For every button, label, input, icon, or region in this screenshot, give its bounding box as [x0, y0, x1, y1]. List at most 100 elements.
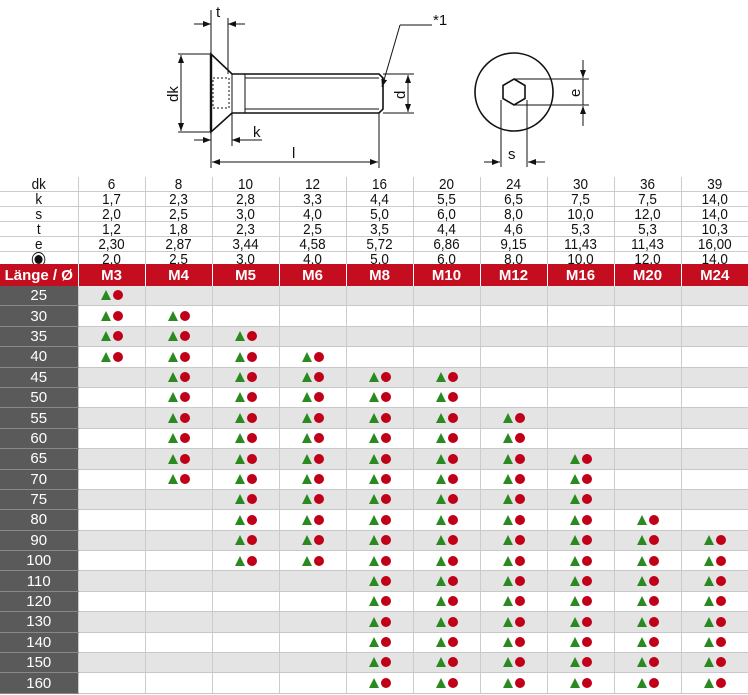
- availability-cell: [211, 286, 279, 307]
- dimension-value: 5,5: [415, 191, 477, 207]
- availability-cell: [77, 550, 145, 572]
- circle-icon: [246, 535, 257, 546]
- dimension-value: 14,0: [683, 206, 745, 222]
- triangle-icon: [368, 677, 379, 688]
- length-row: 55: [0, 407, 748, 429]
- triangle-icon: [167, 310, 178, 321]
- triangle-icon: [435, 596, 446, 607]
- dimension-value: 11,43: [549, 236, 611, 252]
- circle-icon: [514, 555, 525, 566]
- availability-cell: [278, 489, 346, 511]
- circle-icon: [380, 494, 391, 505]
- circle-icon: [447, 514, 458, 525]
- triangle-icon: [234, 535, 245, 546]
- circle-icon: [514, 412, 525, 423]
- availability-cell: [613, 530, 681, 552]
- circle-icon: [447, 473, 458, 484]
- size-header: M12: [479, 264, 547, 286]
- circle-icon: [246, 392, 257, 403]
- length-cell: 140: [0, 632, 78, 654]
- length-row: 65: [0, 448, 748, 470]
- size-header: M6: [278, 264, 346, 286]
- availability-cell: [345, 286, 413, 307]
- length-cell: 65: [0, 448, 78, 470]
- availability-cell: [546, 509, 614, 531]
- availability-cell: [77, 611, 145, 633]
- availability-cell: [613, 550, 681, 572]
- circle-icon: [313, 433, 324, 444]
- triangle-icon: [234, 351, 245, 362]
- availability-cell: [278, 611, 346, 633]
- availability-cell: [278, 448, 346, 470]
- availability-cell: [613, 672, 681, 694]
- triangle-icon: [569, 535, 580, 546]
- triangle-icon: [435, 473, 446, 484]
- size-header: M20: [613, 264, 681, 286]
- triangle-icon: [502, 555, 513, 566]
- triangle-icon: [569, 555, 580, 566]
- dimension-value: 7,5: [549, 191, 611, 207]
- circle-icon: [581, 494, 592, 505]
- circle-icon: [112, 290, 123, 301]
- triangle-icon: [703, 637, 714, 648]
- dimension-value: 1,2: [80, 221, 142, 237]
- triangle-icon: [703, 555, 714, 566]
- availability-cell: [613, 346, 681, 368]
- availability-cell: [211, 346, 279, 368]
- availability-cell: [144, 570, 212, 592]
- circle-icon: [581, 555, 592, 566]
- circle-icon: [514, 575, 525, 586]
- circle-icon: [246, 351, 257, 362]
- dimension-value: 4,58: [281, 236, 343, 252]
- dimension-value: 7,5: [616, 191, 678, 207]
- dimension-value: 6,86: [415, 236, 477, 252]
- length-row: 50: [0, 387, 748, 409]
- circle-icon: [380, 453, 391, 464]
- circle-icon: [648, 514, 659, 525]
- availability-cell: [613, 632, 681, 654]
- triangle-icon: [167, 392, 178, 403]
- circle-icon: [246, 473, 257, 484]
- size-header: M24: [680, 264, 748, 286]
- availability-cell: [613, 570, 681, 592]
- availability-cell: [479, 570, 547, 592]
- dimension-value: 16,00: [683, 236, 745, 252]
- circle-icon: [514, 616, 525, 627]
- dimension-value: 30: [549, 177, 611, 192]
- dimension-value: 24: [482, 177, 544, 192]
- dimension-value: 5,3: [616, 221, 678, 237]
- availability-cell: [144, 286, 212, 307]
- availability-cell: [345, 387, 413, 409]
- dimension-value: 12,0: [616, 206, 678, 222]
- circle-icon: [447, 494, 458, 505]
- triangle-icon: [435, 372, 446, 383]
- circle-icon: [648, 677, 659, 688]
- availability-cell: [613, 591, 681, 613]
- availability-cell: [144, 672, 212, 694]
- availability-cell: [278, 509, 346, 531]
- availability-cell: [546, 326, 614, 348]
- circle-icon: [715, 535, 726, 546]
- length-row: 60: [0, 428, 748, 450]
- label-l: l: [292, 145, 295, 162]
- circle-icon: [179, 453, 190, 464]
- availability-cell: [278, 346, 346, 368]
- triangle-icon: [234, 331, 245, 342]
- triangle-icon: [502, 596, 513, 607]
- triangle-icon: [234, 372, 245, 383]
- dimension-value: 3,3: [281, 191, 343, 207]
- length-row: 35: [0, 326, 748, 348]
- availability-cell: [77, 632, 145, 654]
- triangle-icon: [435, 514, 446, 525]
- dimension-value: 3,0: [214, 206, 276, 222]
- dimension-value: 6,0: [415, 251, 477, 267]
- availability-cell: [613, 407, 681, 429]
- availability-cell: [278, 652, 346, 674]
- availability-cell: [77, 346, 145, 368]
- availability-cell: [211, 509, 279, 531]
- availability-cell: [211, 428, 279, 450]
- availability-cell: [479, 387, 547, 409]
- availability-cell: [144, 448, 212, 470]
- triangle-icon: [569, 494, 580, 505]
- triangle-icon: [502, 514, 513, 525]
